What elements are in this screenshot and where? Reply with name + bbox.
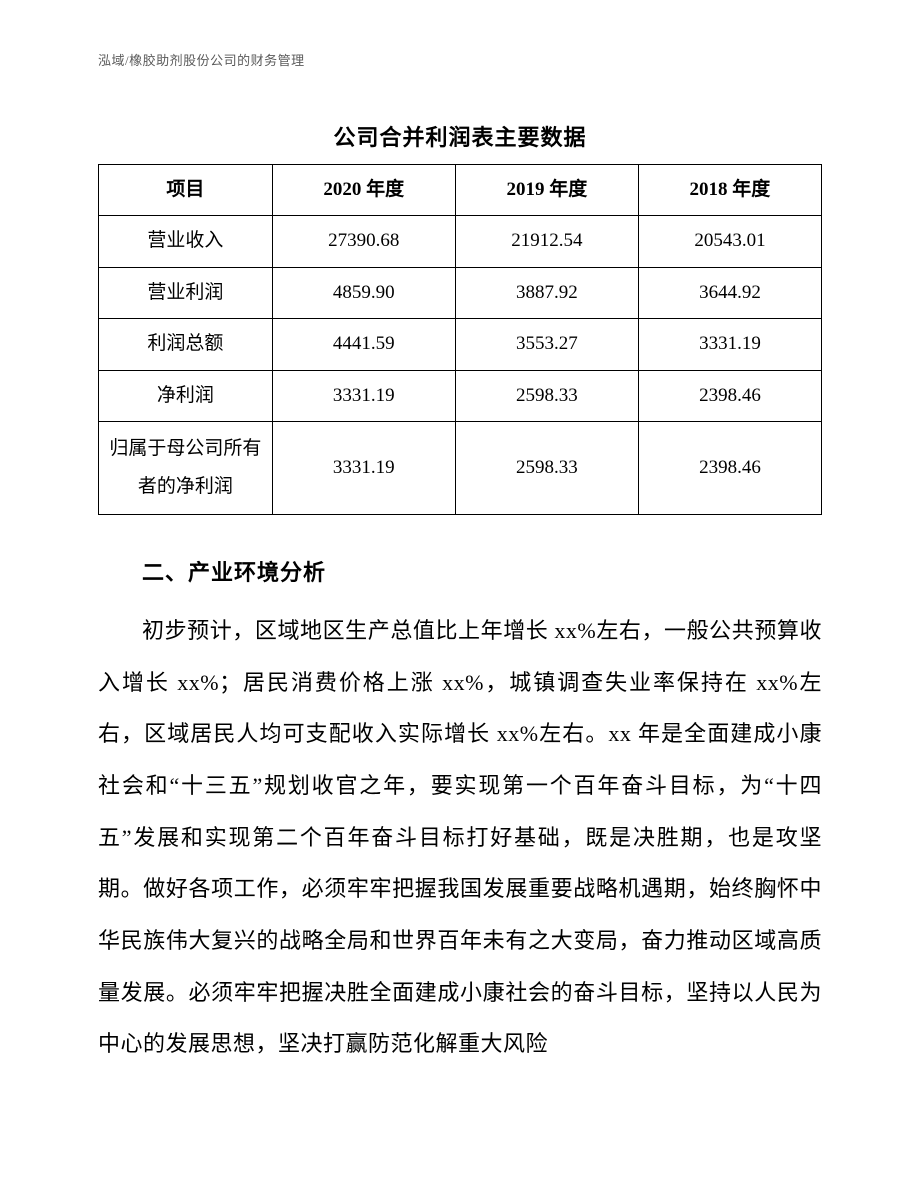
section-paragraph: 初步预计，区域地区生产总值比上年增长 xx%左右，一般公共预算收入增长 xx%；… bbox=[98, 605, 822, 1070]
cell-value: 21912.54 bbox=[455, 216, 638, 267]
col-header-2019: 2019 年度 bbox=[455, 165, 638, 216]
cell-value: 3331.19 bbox=[638, 319, 821, 370]
cell-value: 2598.33 bbox=[455, 370, 638, 421]
table-row: 营业收入 27390.68 21912.54 20543.01 bbox=[99, 216, 822, 267]
cell-value: 3887.92 bbox=[455, 267, 638, 318]
col-header-item: 项目 bbox=[99, 165, 273, 216]
col-header-2018: 2018 年度 bbox=[638, 165, 821, 216]
cell-value: 20543.01 bbox=[638, 216, 821, 267]
row-label: 归属于母公司所有者的净利润 bbox=[99, 421, 273, 514]
cell-value: 3644.92 bbox=[638, 267, 821, 318]
row-label: 净利润 bbox=[99, 370, 273, 421]
table-header-row: 项目 2020 年度 2019 年度 2018 年度 bbox=[99, 165, 822, 216]
table-row: 归属于母公司所有者的净利润 3331.19 2598.33 2398.46 bbox=[99, 421, 822, 514]
table-row: 净利润 3331.19 2598.33 2398.46 bbox=[99, 370, 822, 421]
main-content: 公司合并利润表主要数据 项目 2020 年度 2019 年度 2018 年度 营… bbox=[98, 120, 822, 1070]
page-header: 泓域/橡胶助剂股份公司的财务管理 bbox=[98, 50, 305, 69]
cell-value: 2398.46 bbox=[638, 421, 821, 514]
table-title: 公司合并利润表主要数据 bbox=[98, 120, 822, 152]
cell-value: 3331.19 bbox=[272, 421, 455, 514]
cell-value: 27390.68 bbox=[272, 216, 455, 267]
table-row: 利润总额 4441.59 3553.27 3331.19 bbox=[99, 319, 822, 370]
table-row: 营业利润 4859.90 3887.92 3644.92 bbox=[99, 267, 822, 318]
cell-value: 4859.90 bbox=[272, 267, 455, 318]
cell-value: 2598.33 bbox=[455, 421, 638, 514]
header-text: 泓域/橡胶助剂股份公司的财务管理 bbox=[98, 53, 305, 68]
row-label: 营业收入 bbox=[99, 216, 273, 267]
cell-value: 3331.19 bbox=[272, 370, 455, 421]
row-label: 营业利润 bbox=[99, 267, 273, 318]
section-heading: 二、产业环境分析 bbox=[98, 555, 822, 587]
cell-value: 4441.59 bbox=[272, 319, 455, 370]
income-statement-table: 项目 2020 年度 2019 年度 2018 年度 营业收入 27390.68… bbox=[98, 164, 822, 515]
cell-value: 3553.27 bbox=[455, 319, 638, 370]
col-header-2020: 2020 年度 bbox=[272, 165, 455, 216]
row-label: 利润总额 bbox=[99, 319, 273, 370]
cell-value: 2398.46 bbox=[638, 370, 821, 421]
